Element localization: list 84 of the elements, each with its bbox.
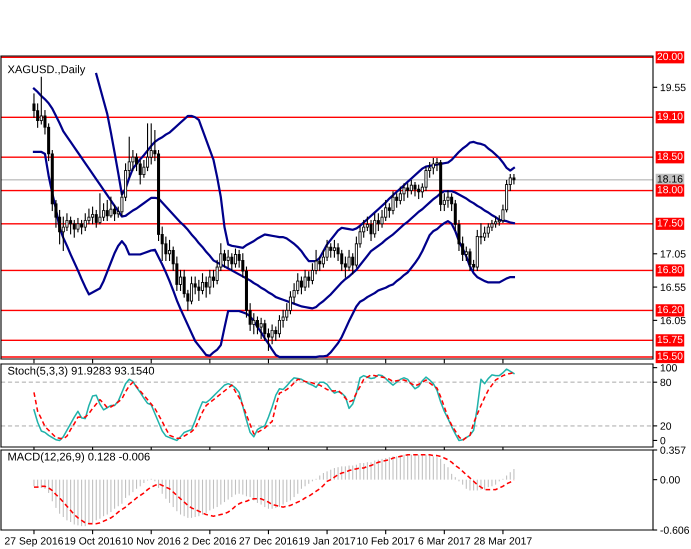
x-tick-label: 27 Sep 2016 <box>4 537 64 547</box>
candlestick <box>432 158 435 174</box>
candlestick <box>307 271 310 288</box>
candlestick <box>182 270 186 298</box>
candlestick <box>62 216 65 252</box>
candlestick <box>446 190 450 208</box>
candlestick <box>69 216 72 234</box>
y-tick-label: -0.606 <box>660 526 690 534</box>
candlestick <box>395 193 398 208</box>
chart-title: MACD(12,26,9) 0.128 -0.006 <box>8 452 150 463</box>
y-tick-label: 80 <box>660 378 672 386</box>
candlestick <box>226 250 230 268</box>
candlestick <box>91 206 94 224</box>
candlestick <box>329 243 332 258</box>
ref-line-label: 18.16 <box>658 175 683 183</box>
y-tick-label: 0.357 <box>660 446 686 454</box>
candlestick <box>413 182 417 196</box>
candlestick <box>332 240 336 258</box>
ref-line-label: 16.20 <box>658 306 683 314</box>
candlestick <box>208 270 212 294</box>
candlestick <box>230 253 234 271</box>
ref-line-label: 16.80 <box>658 266 683 274</box>
candlestick <box>197 280 200 301</box>
line-series <box>32 150 516 358</box>
candlestick <box>304 270 307 291</box>
candlestick <box>252 313 256 334</box>
candlestick <box>113 204 116 222</box>
ref-line-label: 17.50 <box>658 219 683 227</box>
text: XAGUSD.,Daily <box>8 65 86 76</box>
candlestick <box>402 183 406 202</box>
candlestick <box>40 76 43 124</box>
y-tick-label: 100 <box>660 364 677 372</box>
x-tick-label: 6 Mar 2017 <box>418 537 470 545</box>
candlestick <box>80 220 84 234</box>
candlestick <box>212 270 216 288</box>
candlestick <box>76 218 80 232</box>
x-tick-label: 2 Dec 2016 <box>184 537 236 545</box>
y-tick-label: 17.05 <box>660 250 686 258</box>
candlestick <box>109 196 112 218</box>
y-tick-label: 0.00 <box>660 476 680 484</box>
ref-line-label: 20.00 <box>657 52 683 60</box>
ref-line-label: 18.50 <box>658 152 683 160</box>
ref-line-label: 18.00 <box>658 186 683 194</box>
candlestick <box>392 191 395 214</box>
candlestick <box>486 223 490 238</box>
y-tick-label: 19.55 <box>660 84 686 92</box>
candlestick <box>222 250 226 268</box>
candlestick <box>98 193 102 224</box>
x-tick-label: 28 Mar 2017 <box>474 537 532 545</box>
candlestick <box>260 318 263 339</box>
y-tick-label: 16.55 <box>660 284 686 291</box>
ref-line-label: 19.10 <box>658 112 683 120</box>
candlestick <box>483 226 486 242</box>
x-tick-label: 10 Nov 2016 <box>122 537 180 545</box>
candlestick <box>464 246 468 261</box>
candlestick <box>494 216 498 228</box>
chart-title: Stoch(5,3,3) 91.9283 93.1540 <box>8 366 154 377</box>
candlestick <box>373 213 376 238</box>
candlestick <box>168 240 172 261</box>
x-tick-label: 10 Feb 2017 <box>357 536 414 545</box>
candlestick <box>376 213 380 232</box>
line-series <box>32 88 516 310</box>
candlestick <box>417 184 420 200</box>
candlestick <box>318 256 322 271</box>
candlestick <box>406 183 410 198</box>
y-tick-label: 0 <box>660 436 666 444</box>
candlestick <box>72 220 76 238</box>
candlestick <box>370 220 373 242</box>
candlestick <box>204 276 208 298</box>
candlestick <box>398 186 402 204</box>
ref-line-label: 15.75 <box>658 336 683 344</box>
ref-line-label: 15.50 <box>658 352 683 360</box>
y-tick-label: 20 <box>660 422 672 430</box>
candlestick <box>512 174 516 184</box>
candlestick <box>106 200 109 222</box>
candlestick <box>468 248 472 271</box>
y-tick-label: 16.05 <box>660 316 686 324</box>
candlestick <box>238 250 241 268</box>
candlestick <box>300 276 303 294</box>
x-tick-label: 19 Oct 2016 <box>65 537 121 545</box>
candlestick <box>410 180 413 194</box>
candlestick <box>234 248 237 268</box>
x-tick-label: 27 Dec 2016 <box>239 537 298 545</box>
x-tick-label: 19 Jan 2017 <box>299 537 356 545</box>
